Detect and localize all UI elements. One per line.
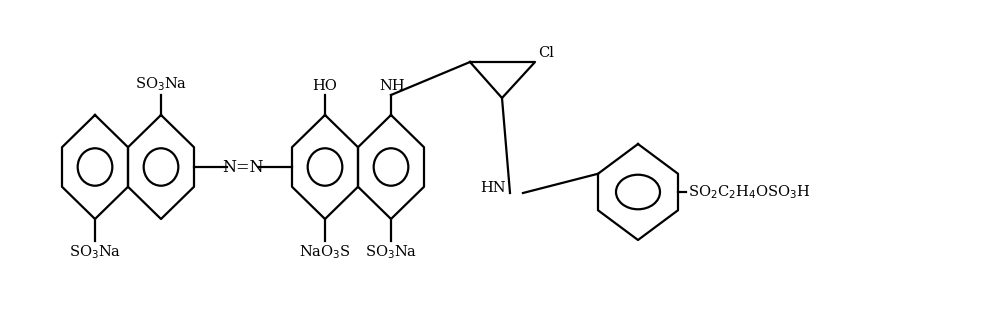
Text: SO$_2$C$_2$H$_4$OSO$_3$H: SO$_2$C$_2$H$_4$OSO$_3$H	[688, 183, 811, 201]
Text: Cl: Cl	[538, 46, 554, 60]
Text: HO: HO	[313, 79, 337, 93]
Text: NH: NH	[379, 79, 405, 93]
Text: HN: HN	[481, 181, 506, 195]
Text: N=N: N=N	[222, 159, 264, 175]
Text: SO$_3$Na: SO$_3$Na	[69, 243, 121, 261]
Text: SO$_3$Na: SO$_3$Na	[365, 243, 417, 261]
Text: NaO$_3$S: NaO$_3$S	[299, 243, 351, 261]
Text: SO$_3$Na: SO$_3$Na	[135, 75, 187, 93]
